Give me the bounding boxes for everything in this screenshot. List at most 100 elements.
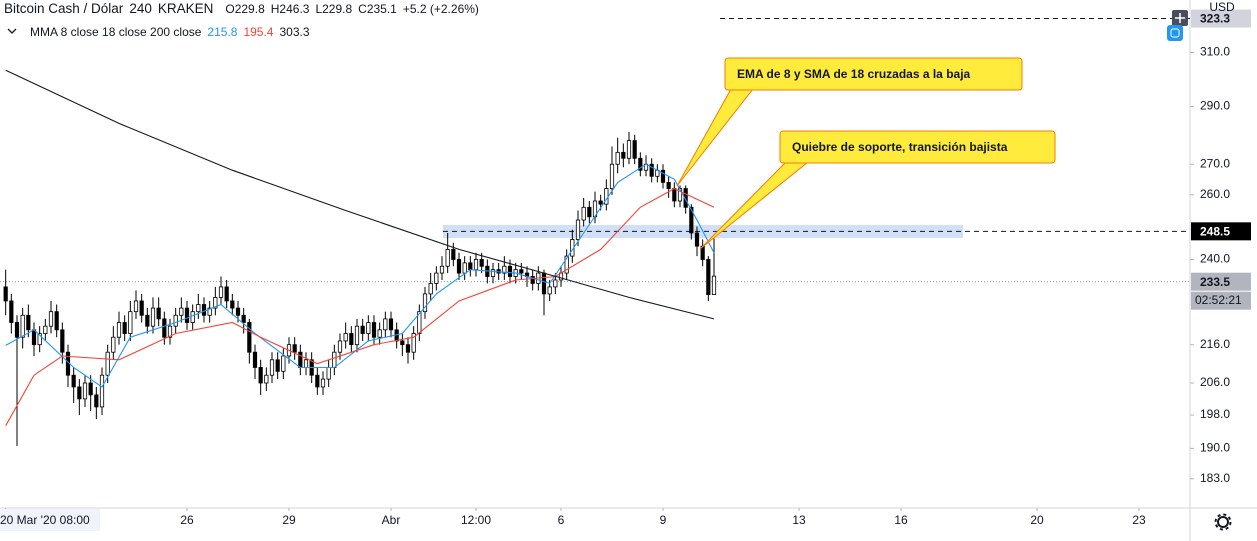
candle-body — [94, 394, 99, 408]
candle-body — [479, 259, 484, 267]
candle-body — [54, 311, 59, 331]
candle-body — [20, 314, 25, 338]
time-label-box — [0, 509, 100, 531]
candle-body — [689, 206, 694, 234]
candle-body — [502, 265, 507, 274]
ohlc: C235.1 — [358, 2, 397, 16]
candle-body — [694, 232, 700, 247]
x-tick-label: 9 — [660, 513, 667, 527]
candle-body — [9, 300, 14, 323]
autoscale-icon — [1170, 28, 1180, 38]
candle-body — [201, 304, 207, 316]
y-tick-label: 206.0 — [1200, 375, 1230, 389]
x-tick-label: 23 — [1132, 513, 1146, 527]
callout-text: EMA de 8 y SMA de 18 cruzadas a la baja — [737, 67, 971, 81]
x-tick-label: 26 — [180, 513, 194, 527]
candle-body — [88, 382, 93, 396]
candle-body — [43, 325, 48, 334]
autoscale-button[interactable] — [1167, 25, 1183, 41]
indicator-value: 303.3 — [279, 25, 310, 39]
candle-body — [490, 269, 496, 277]
x-tick-label: 20 — [1030, 513, 1044, 527]
candle-body — [298, 351, 303, 368]
y-tick-label: 290.0 — [1200, 99, 1230, 113]
candle-body — [150, 307, 156, 327]
candle-body — [711, 275, 717, 296]
candle-body — [116, 322, 122, 338]
exchange: KRAKEN — [157, 1, 214, 16]
ohlc: H246.3 — [270, 2, 310, 16]
y-tick-label: 260.0 — [1200, 187, 1230, 201]
y-tick-label: 240.0 — [1200, 252, 1230, 266]
candle-body — [218, 286, 224, 298]
candle-body — [156, 307, 161, 320]
candle-body — [230, 300, 235, 309]
y-tick-label: 198.0 — [1200, 407, 1230, 421]
candle-body — [258, 367, 263, 384]
x-tick-label: 16 — [894, 513, 908, 527]
symbol: Bitcoin Cash / Dólar — [4, 1, 124, 16]
candle-body — [213, 297, 218, 309]
candle-body — [400, 340, 405, 346]
collapse-icon[interactable] — [7, 28, 17, 34]
candle-body — [122, 322, 127, 334]
interval: 240 — [129, 1, 152, 16]
candle-body — [167, 325, 173, 338]
indicator-legend: MMA 8 close 18 close 200 close 215.8 195.4… — [30, 25, 322, 39]
candle-body — [337, 340, 343, 353]
candle-body — [14, 322, 20, 338]
settings-button[interactable] — [1214, 513, 1232, 531]
candle-body — [133, 300, 139, 313]
indicator-value: 215.8 — [207, 25, 238, 39]
candle-body — [411, 333, 416, 353]
candle-body — [388, 318, 394, 331]
candle-body — [26, 314, 31, 331]
candle-body — [60, 329, 65, 353]
candle-body — [541, 272, 547, 295]
candle-body — [196, 304, 201, 313]
candle-body — [564, 255, 569, 274]
y-tick-label: 183.0 — [1200, 471, 1230, 485]
candle-body — [173, 314, 178, 327]
candle-body — [332, 351, 337, 368]
candle-body — [456, 259, 462, 274]
candle-body — [207, 307, 212, 316]
price-label: 233.5 — [1200, 275, 1230, 289]
candle-body — [320, 378, 326, 388]
callout-box — [724, 57, 1023, 91]
candle-body — [252, 351, 258, 368]
candle-body — [451, 249, 456, 260]
plot: EMA de 8 y SMA de 18 cruzadas a la baja Q… — [0, 18, 1190, 446]
candle-body — [184, 307, 190, 323]
candle-body — [473, 259, 479, 271]
candle-body — [649, 163, 654, 177]
candle-body — [269, 359, 275, 376]
moving-average — [5, 163, 715, 388]
countdown: 02:52:21 — [1195, 293, 1242, 307]
indicator-value: 195.4 — [243, 25, 274, 39]
x-tick-label: Abr — [382, 513, 401, 527]
y-tick-label: 190.0 — [1200, 441, 1230, 455]
candle-body — [99, 374, 105, 408]
candle-body — [666, 182, 671, 189]
candle-body — [615, 151, 620, 165]
candle-body — [417, 311, 422, 334]
axes: 183.0 190.0 198.0 206.0 216.0 240.0 260.0 270.0… — [0, 9, 1251, 531]
ohlc: O229.8 — [225, 2, 265, 16]
ohlc: L229.8 — [315, 2, 353, 16]
candle-body — [638, 157, 643, 171]
callout-text: Quiebre de soporte, transición bajista — [792, 140, 1008, 154]
candle-body — [366, 322, 371, 334]
candle-body — [241, 314, 246, 323]
candle-body — [71, 374, 76, 388]
x-tick-label: 12:00 — [461, 513, 491, 527]
candle-body — [530, 276, 535, 284]
change: +5.2 (+2.26%) — [402, 2, 479, 16]
candle-body — [354, 325, 360, 346]
candle-body — [48, 311, 54, 327]
candle-body — [281, 355, 286, 372]
candle-body — [587, 206, 592, 218]
candle-body — [598, 200, 603, 205]
